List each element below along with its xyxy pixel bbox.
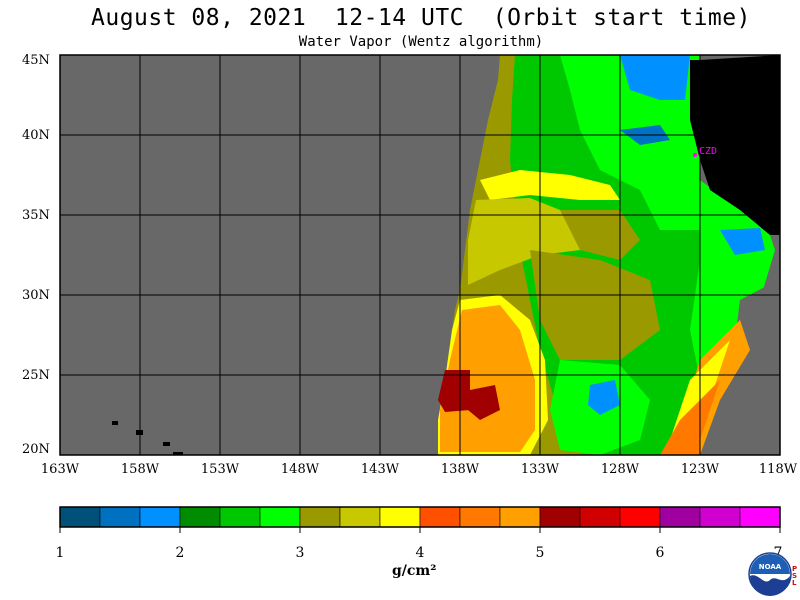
colorbar-tick: 1: [55, 545, 65, 561]
lon-label-148w: 148W: [280, 462, 320, 477]
colorbar-swatch: [259, 506, 301, 528]
colorbar-swatch: [619, 506, 661, 528]
colorbar-tick: 2: [175, 545, 185, 561]
lat-label-45n: 45N: [22, 53, 50, 68]
colorbar-tick: 3: [295, 545, 305, 561]
colorbar-swatch: [299, 506, 341, 528]
station-label: CZD: [699, 146, 718, 157]
colorbar-swatch: [419, 506, 461, 528]
lon-label-123w: 123W: [680, 462, 720, 477]
colorbar-swatch: [139, 506, 181, 528]
lat-label-40n: 40N: [22, 128, 50, 143]
noaa-logo: NOAA: [748, 552, 792, 596]
lon-label-118w: 118W: [758, 462, 798, 477]
lat-label-25n: 25N: [22, 368, 50, 383]
lat-label-20n: 20N: [22, 442, 50, 457]
colorbar-tick: 5: [535, 545, 545, 561]
lat-label-35n: 35N: [22, 208, 50, 223]
colorbar-swatch: [179, 506, 221, 528]
water-vapor-field: [438, 55, 780, 455]
colorbar-units: g/cm²: [392, 563, 437, 579]
station-marker: [693, 153, 697, 157]
colorbar-tick: 4: [415, 545, 425, 561]
colorbar-swatch: [699, 506, 741, 528]
lon-label-143w: 143W: [360, 462, 400, 477]
colorbar-swatch: [579, 506, 621, 528]
lon-label-133w: 133W: [520, 462, 560, 477]
map-frame: [59, 54, 781, 456]
colorbar-swatch: [59, 506, 101, 528]
lon-label-158w: 158W: [120, 462, 160, 477]
colorbar-swatch: [339, 506, 381, 528]
lon-label-163w: 163W: [40, 462, 80, 477]
colorbar: [59, 506, 781, 533]
colorbar-swatch: [379, 506, 421, 528]
colorbar-swatch: [219, 506, 261, 528]
colorbar-swatch: [539, 506, 581, 528]
svg-text:NOAA: NOAA: [759, 563, 782, 571]
colorbar-swatch: [739, 506, 781, 528]
colorbar-swatch: [99, 506, 141, 528]
page-subtitle: Water Vapor (Wentz algorithm): [298, 34, 544, 50]
lat-label-30n: 30N: [22, 288, 50, 303]
lon-label-128w: 128W: [600, 462, 640, 477]
colorbar-tick: 7: [773, 545, 783, 561]
map-area: [59, 54, 781, 456]
colorbar-swatch: [459, 506, 501, 528]
page-title: August 08, 2021 12-14 UTC (Orbit start t…: [91, 5, 751, 31]
lon-label-153w: 153W: [200, 462, 240, 477]
lon-label-138w: 138W: [440, 462, 480, 477]
grid-lines: [60, 55, 780, 455]
colorbar-tick: 6: [655, 545, 665, 561]
colorbar-swatch: [499, 506, 541, 528]
colorbar-swatch: [659, 506, 701, 528]
